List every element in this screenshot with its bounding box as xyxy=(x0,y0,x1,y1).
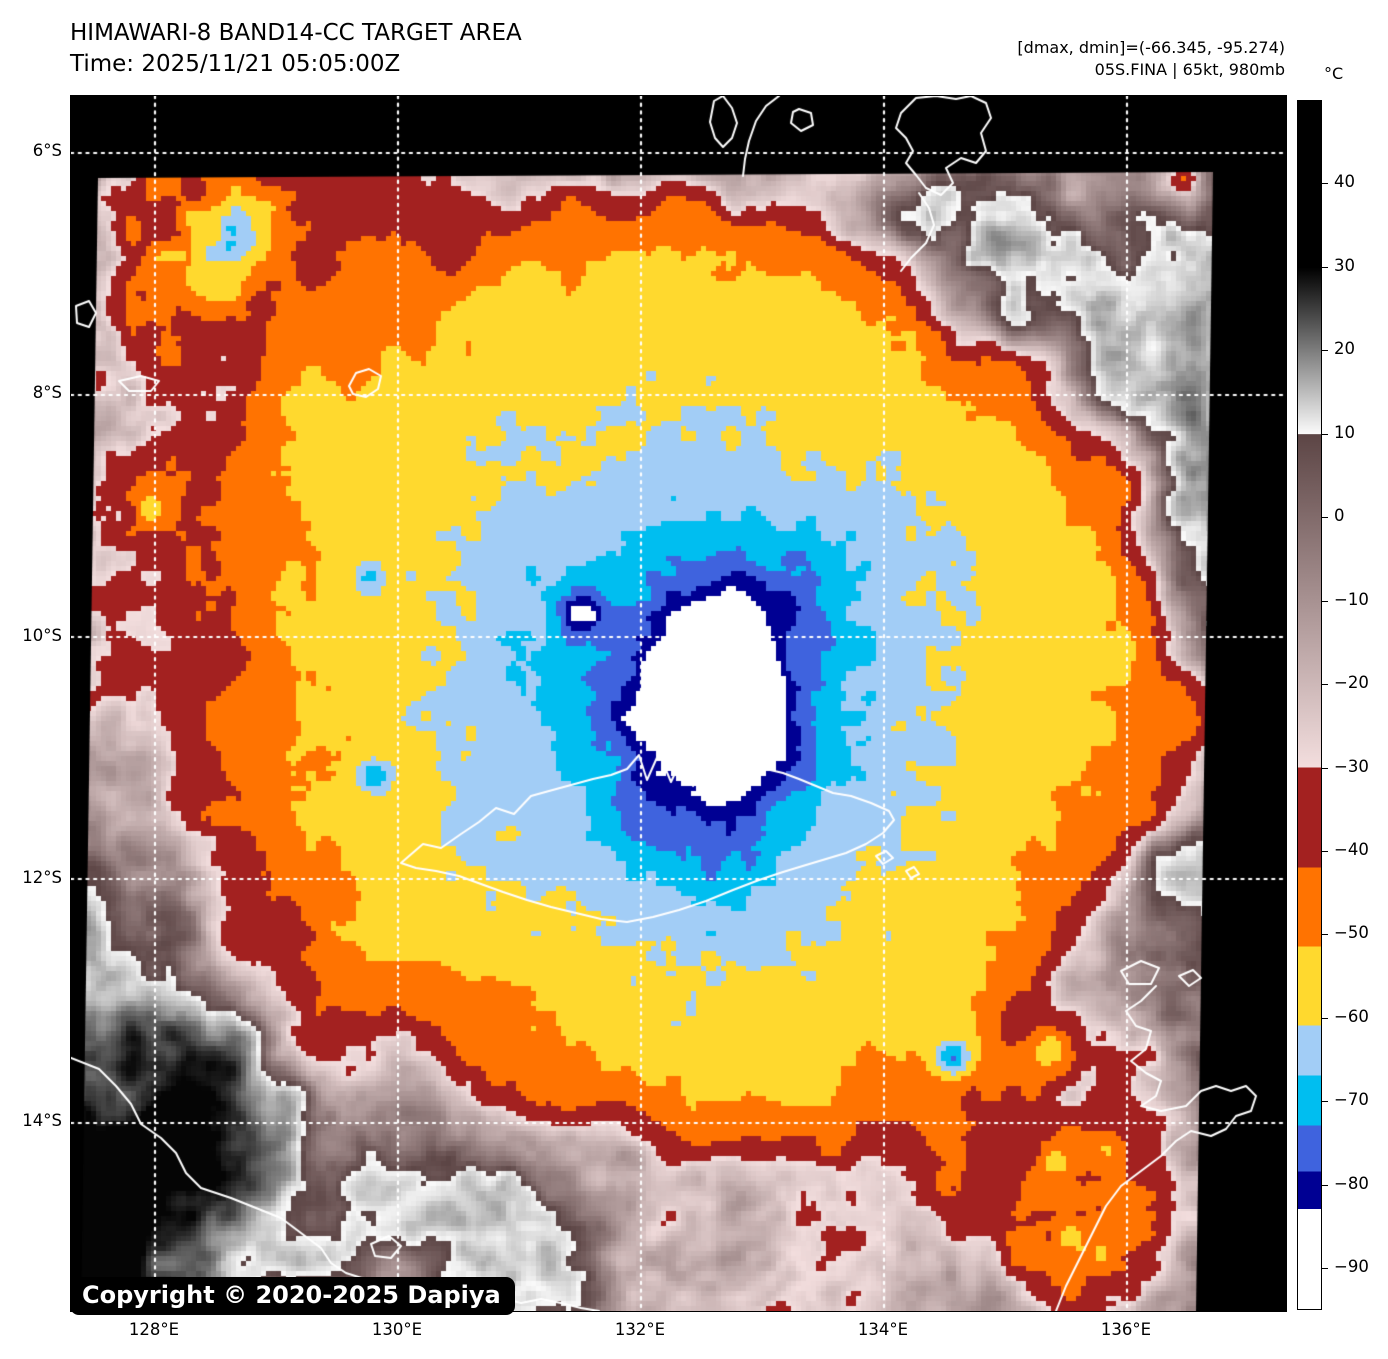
colorbar-tick-label: 20 xyxy=(1334,339,1355,359)
colorbar-tick-mark xyxy=(1322,600,1328,602)
colorbar-tick-label: 40 xyxy=(1334,172,1355,192)
colorbar-unit-label: °C xyxy=(1324,64,1344,83)
temperature-colorbar xyxy=(1297,100,1322,1310)
satellite-imagery-canvas xyxy=(71,96,1286,1311)
colorbar-tick-label: 10 xyxy=(1334,422,1355,442)
colorbar-tick-label: −80 xyxy=(1334,1173,1369,1193)
page-title: HIMAWARI-8 BAND14-CC TARGET AREA xyxy=(70,20,522,46)
colorbar-tick-label: 0 xyxy=(1334,506,1345,526)
colorbar-tick-label: −50 xyxy=(1334,923,1369,943)
colorbar-tick-mark xyxy=(1322,183,1328,185)
timestamp-label: Time: 2025/11/21 05:05:00Z xyxy=(70,51,401,77)
storm-info-annotation: 05S.FINA | 65kt, 980mb xyxy=(1094,60,1285,79)
lat-tick-label: 10°S xyxy=(22,625,62,645)
colorbar-tick-mark xyxy=(1322,1017,1328,1019)
colorbar-tick-mark xyxy=(1322,266,1328,268)
colorbar-tick-mark xyxy=(1322,684,1328,686)
colorbar-tick-mark xyxy=(1322,767,1328,769)
colorbar-tick-mark xyxy=(1322,934,1328,936)
colorbar-tick-mark xyxy=(1322,517,1328,519)
lon-tick-label: 136°E xyxy=(1100,1320,1152,1339)
colorbar-tick-mark xyxy=(1322,433,1328,435)
lat-tick-label: 12°S xyxy=(22,868,62,888)
colorbar-tick-mark xyxy=(1322,350,1328,352)
colorbar-tick-mark xyxy=(1322,851,1328,853)
lon-tick-label: 128°E xyxy=(128,1320,180,1339)
colorbar-tick-label: −70 xyxy=(1334,1090,1369,1110)
colorbar-tick-mark xyxy=(1322,1268,1328,1270)
map-plot-area xyxy=(70,95,1287,1312)
colorbar-tick-label: 30 xyxy=(1334,255,1355,275)
lon-tick-label: 130°E xyxy=(371,1320,423,1339)
colorbar-tick-mark xyxy=(1322,1101,1328,1103)
colorbar-tick-label: −30 xyxy=(1334,756,1369,776)
copyright-badge: Copyright © 2020-2025 Dapiya xyxy=(70,1277,515,1315)
colorbar-tick-label: −10 xyxy=(1334,589,1369,609)
lat-tick-label: 6°S xyxy=(32,141,62,160)
colorbar-tick-label: −20 xyxy=(1334,673,1369,693)
lon-tick-label: 132°E xyxy=(614,1320,666,1339)
lat-tick-label: 14°S xyxy=(22,1110,62,1130)
lon-tick-label: 134°E xyxy=(857,1320,909,1339)
colorbar-tick-label: −90 xyxy=(1334,1257,1369,1277)
colorbar-tick-label: −60 xyxy=(1334,1006,1369,1026)
lat-tick-label: 8°S xyxy=(32,383,62,403)
colorbar-tick-mark xyxy=(1322,1184,1328,1186)
colorbar-tick-label: −40 xyxy=(1334,840,1369,860)
dmax-dmin-annotation: [dmax, dmin]=(-66.345, -95.274) xyxy=(1017,38,1285,57)
